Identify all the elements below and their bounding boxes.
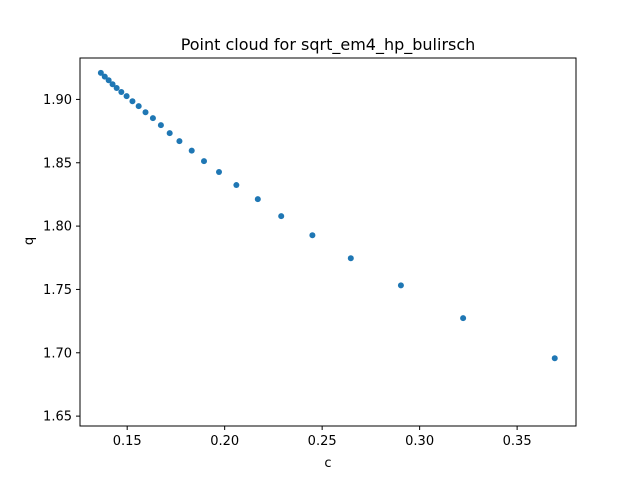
x-tick-label: 0.35: [503, 434, 532, 449]
data-point: [216, 169, 223, 176]
data-point: [551, 355, 558, 362]
data-point: [157, 122, 164, 129]
plot-area: 0.15 0.20 0.25 0.30 0.35 1.65 1.70 1.75 1.80 1.85…: [43, 57, 577, 449]
y-tick-label: 1.65: [43, 410, 72, 425]
x-tick-label: 0.15: [113, 434, 142, 449]
data-point: [118, 88, 125, 95]
x-tick-label: 0.30: [405, 434, 434, 449]
data-point: [176, 138, 183, 145]
data-point: [347, 255, 354, 262]
data-point: [233, 182, 240, 189]
data-point: [135, 103, 142, 110]
data-point: [129, 98, 136, 105]
y-tick-label: 1.70: [43, 346, 72, 361]
y-tick-label: 1.75: [43, 283, 72, 298]
y-tick-label: 1.90: [43, 93, 72, 108]
y-tick-label: 1.80: [43, 220, 72, 235]
data-point: [309, 232, 316, 239]
x-axis-label: c: [324, 456, 331, 471]
data-point: [113, 85, 120, 92]
data-point: [109, 81, 116, 88]
x-tick-label: 0.25: [308, 434, 337, 449]
y-tick-label: 1.85: [43, 156, 72, 171]
data-point: [149, 115, 156, 122]
data-point: [278, 213, 285, 220]
data-point: [188, 147, 195, 154]
data-point: [123, 93, 130, 100]
data-point: [397, 282, 404, 289]
data-point: [101, 73, 108, 80]
data-point: [142, 109, 149, 116]
x-tick-label: 0.20: [210, 434, 239, 449]
data-point: [97, 69, 104, 76]
chart-title: Point cloud for sqrt_em4_hp_bulirsch: [181, 35, 476, 55]
data-point: [460, 315, 467, 322]
plot-frame: [79, 57, 577, 427]
data-point: [201, 158, 207, 165]
data-point: [105, 77, 112, 84]
data-point: [254, 196, 261, 203]
data-point: [166, 130, 173, 137]
y-axis-label: q: [22, 237, 37, 245]
